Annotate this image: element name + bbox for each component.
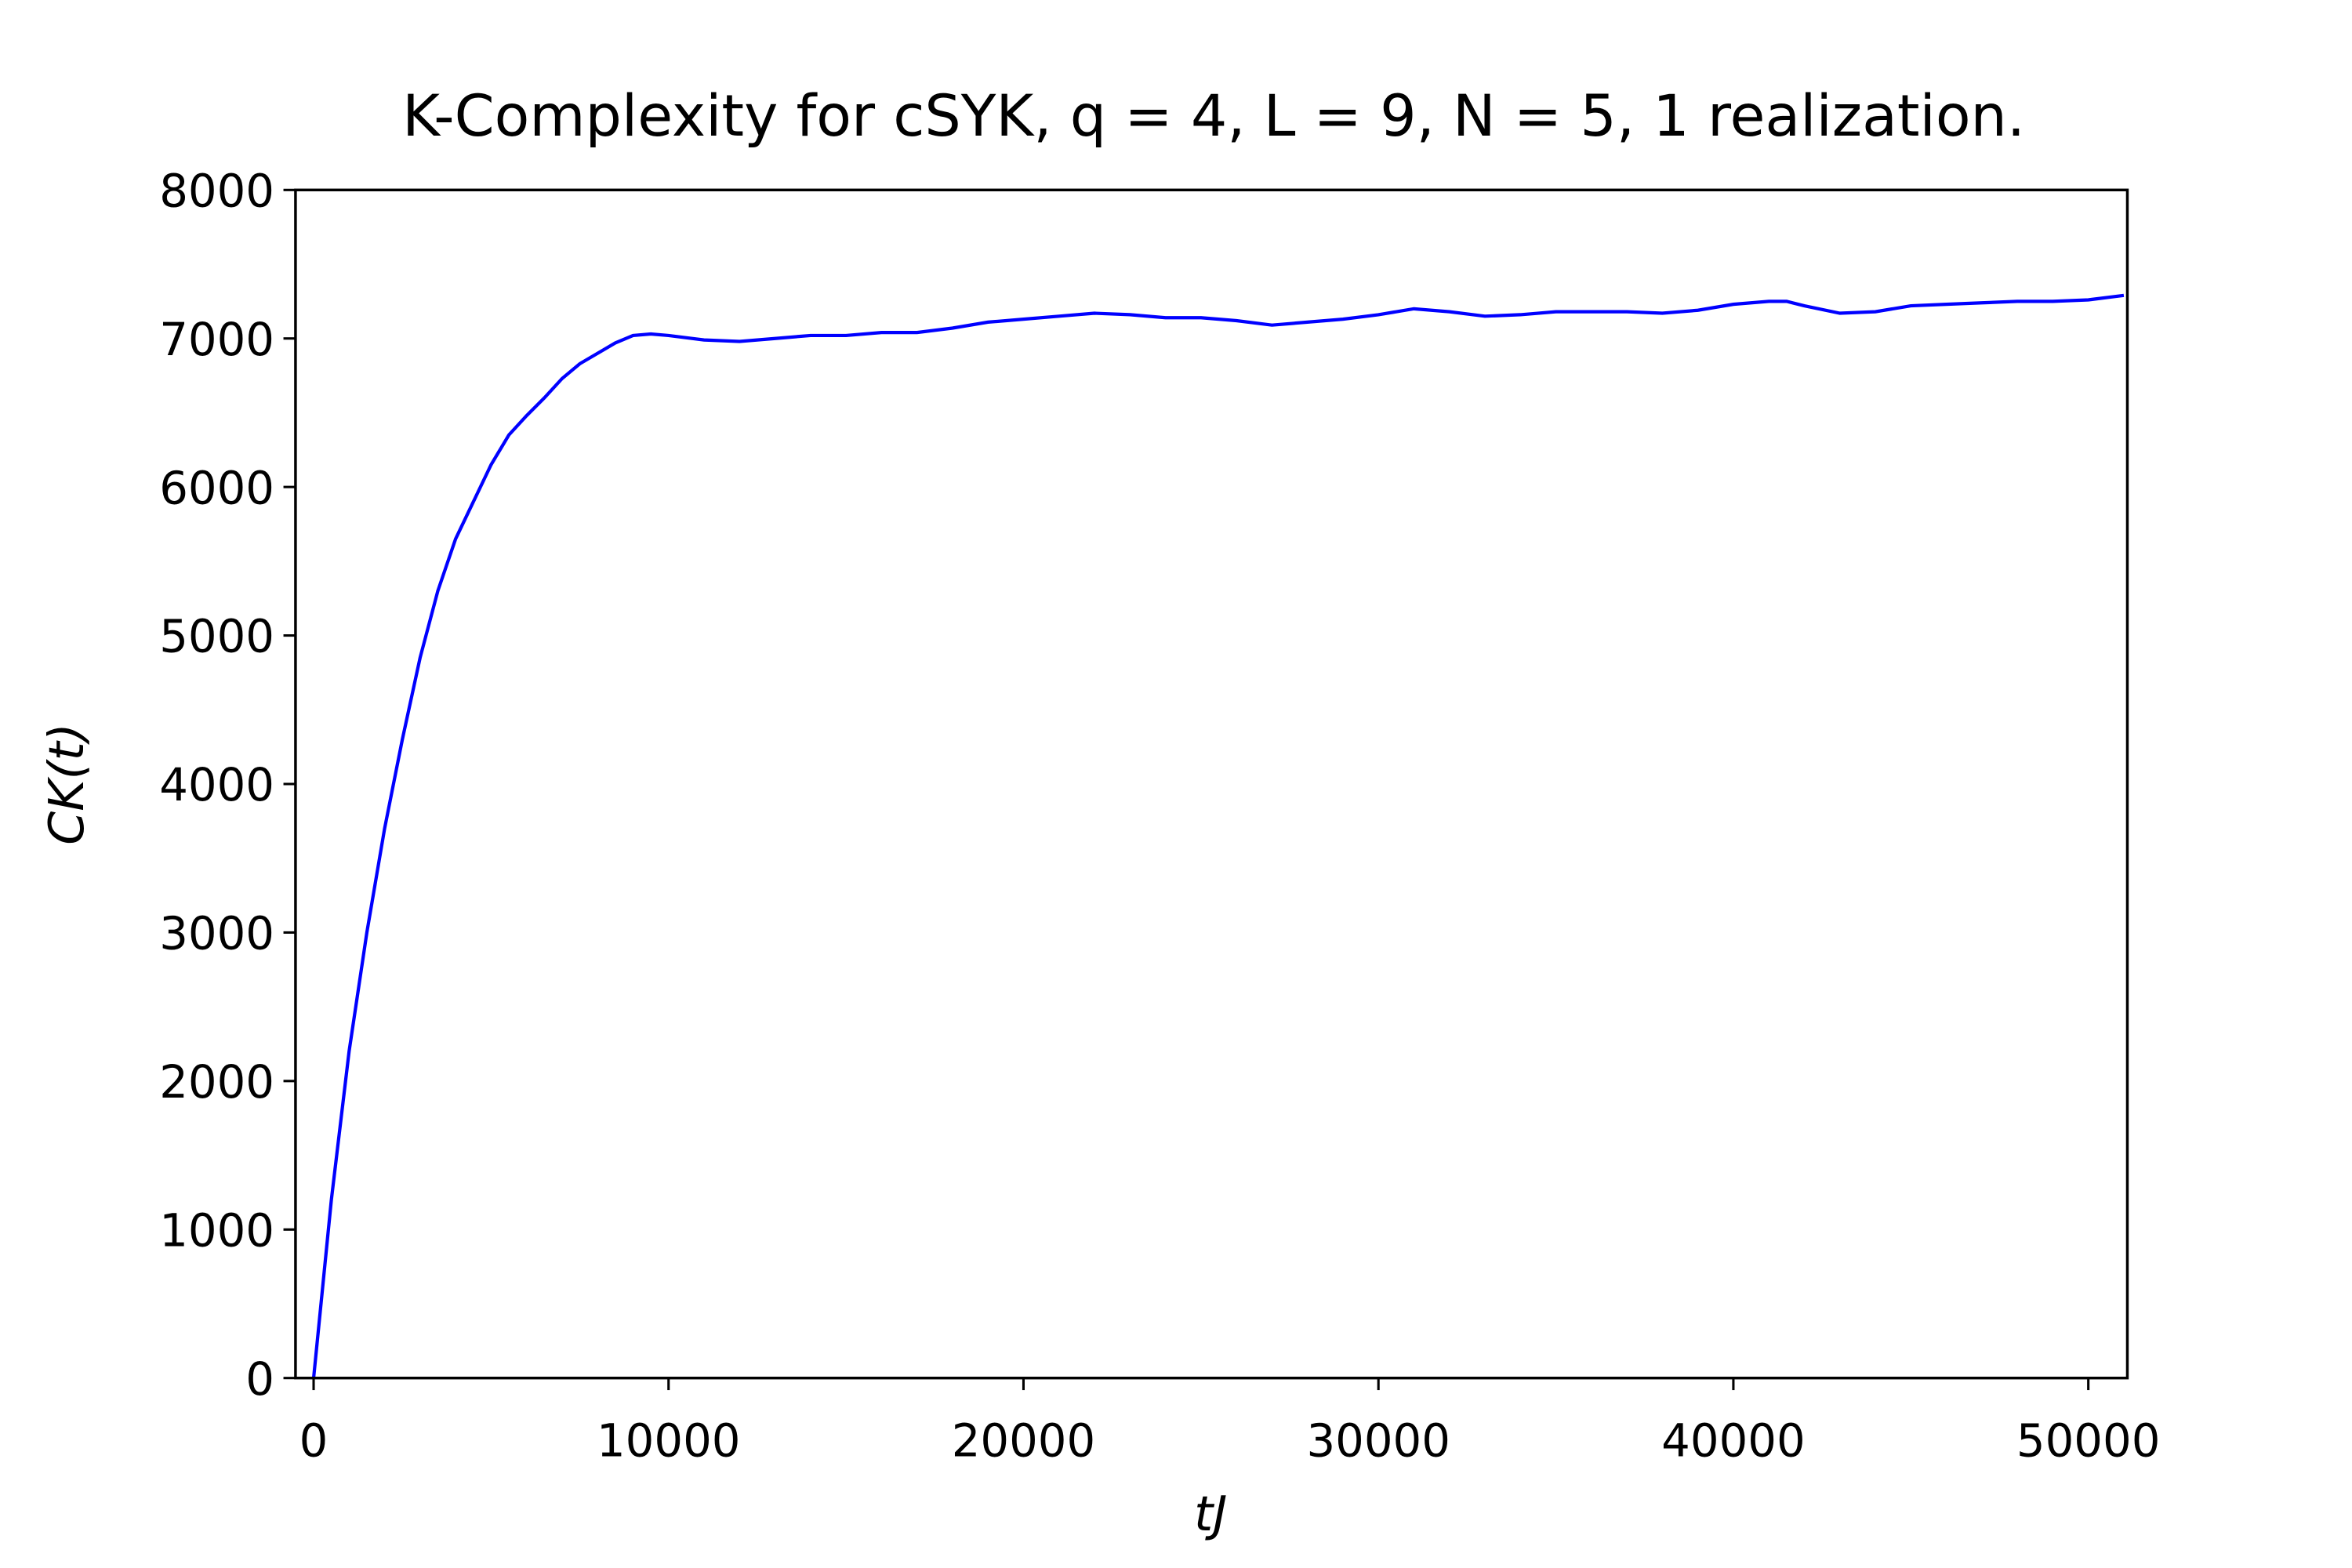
x-axis-label: tJ xyxy=(1194,1486,1227,1542)
x-tick-label: 30000 xyxy=(1306,1414,1450,1468)
y-tick-label: 8000 xyxy=(159,164,274,217)
y-tick-label: 0 xyxy=(245,1352,274,1406)
y-tick-label: 6000 xyxy=(159,461,274,514)
y-tick-label: 2000 xyxy=(159,1055,274,1109)
chart-title: K-Complexity for cSYK, q = 4, L = 9, N =… xyxy=(402,83,2025,150)
x-tick-label: 10000 xyxy=(597,1414,741,1468)
y-tick-label: 7000 xyxy=(159,313,274,366)
y-axis-label: CK(t) xyxy=(38,723,95,844)
y-tick-label: 5000 xyxy=(159,610,274,663)
y-tick-label: 1000 xyxy=(159,1203,274,1257)
x-tick-label: 50000 xyxy=(2016,1414,2161,1468)
y-tick-label: 4000 xyxy=(159,758,274,811)
line-series xyxy=(311,293,2125,1378)
x-tick-label: 40000 xyxy=(1661,1414,1806,1468)
plot-frame xyxy=(294,188,2129,1380)
x-tick-label: 20000 xyxy=(952,1414,1096,1468)
x-tick-label: 0 xyxy=(299,1414,328,1468)
y-tick-label: 3000 xyxy=(159,907,274,960)
